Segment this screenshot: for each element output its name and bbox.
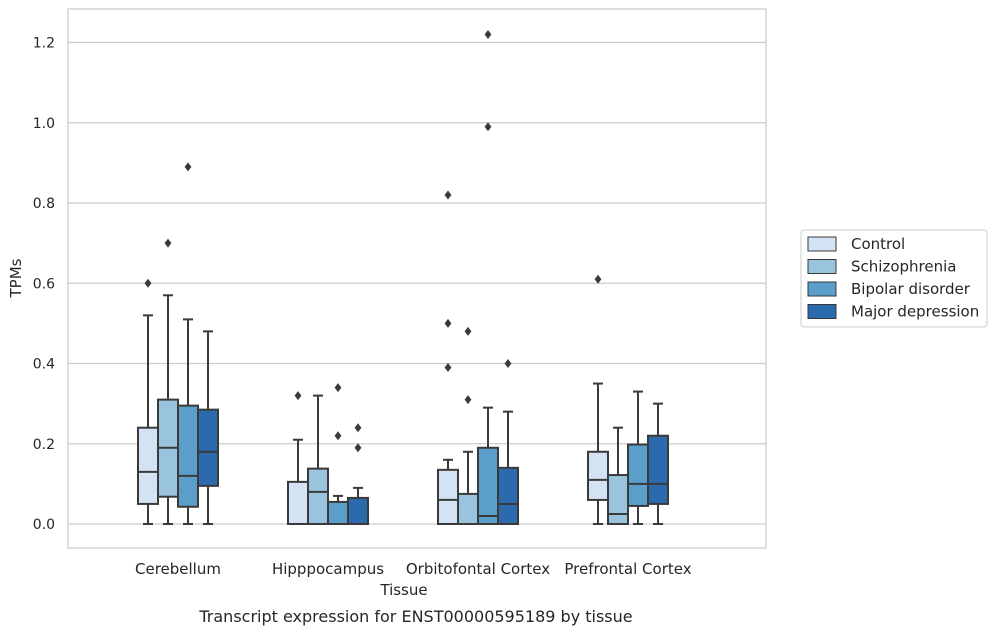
outlier-point xyxy=(184,162,192,172)
outlier-point xyxy=(464,395,472,405)
y-tick-label: 1.0 xyxy=(33,116,55,132)
y-axis-label: TPMs xyxy=(7,258,25,298)
box-iqr xyxy=(287,480,309,525)
box-plot-group xyxy=(307,394,329,526)
outlier-point xyxy=(444,363,452,373)
box-plot-group xyxy=(137,278,159,525)
legend: Control Schizophrenia Bipolar disorder Majo… xyxy=(800,229,988,328)
box-plot-group xyxy=(347,423,369,526)
outlier-point xyxy=(444,190,452,200)
box-plot-group xyxy=(607,426,629,525)
box-plot-group xyxy=(177,162,199,525)
y-tick-label: 0.2 xyxy=(33,437,55,453)
box-iqr xyxy=(607,474,629,525)
x-tick-label: Hipppocampus xyxy=(272,560,384,578)
legend-swatch xyxy=(807,259,837,274)
box-iqr xyxy=(437,468,459,525)
box-iqr xyxy=(347,496,369,526)
box-iqr xyxy=(327,500,349,525)
box-iqr xyxy=(587,450,609,501)
outlier-point xyxy=(144,278,152,288)
box-plot-group xyxy=(457,326,479,525)
box-iqr xyxy=(627,443,649,507)
y-tick-label: 0.8 xyxy=(33,196,55,212)
box-plot-group xyxy=(587,274,609,525)
box-plot-group xyxy=(497,359,519,526)
legend-label: Major depression xyxy=(851,303,979,321)
y-tick-label: 0.4 xyxy=(33,357,55,373)
outlier-point xyxy=(334,383,342,393)
outlier-point xyxy=(354,443,362,453)
outlier-point xyxy=(464,326,472,336)
box-plot-group xyxy=(197,330,219,525)
legend-label: Bipolar disorder xyxy=(851,280,971,298)
box-plot-group xyxy=(647,402,669,525)
outlier-point xyxy=(484,122,492,132)
box-iqr xyxy=(477,446,499,526)
chart-caption: Transcript expression for ENST0000059518… xyxy=(198,607,632,626)
legend-swatch xyxy=(807,236,837,252)
box-iqr xyxy=(457,492,479,525)
box-plot-group xyxy=(327,383,349,525)
x-tick-label: Cerebellum xyxy=(135,560,221,578)
outlier-point xyxy=(164,238,172,248)
y-tick-labels: 0.0 0.2 0.4 0.6 0.8 1.0 1.2 xyxy=(33,36,55,534)
x-tick-label: Orbitofontal Cortex xyxy=(406,560,550,578)
x-axis-label: Tissue xyxy=(379,581,427,599)
legend-swatch xyxy=(807,304,837,319)
legend-label: Control xyxy=(851,235,905,253)
legend-label: Schizophrenia xyxy=(851,258,956,276)
box-iqr xyxy=(647,434,669,505)
outlier-point xyxy=(594,274,602,284)
box-iqr xyxy=(307,467,329,526)
y-tick-label: 1.2 xyxy=(33,36,55,52)
box-iqr xyxy=(177,404,199,508)
plot-frame xyxy=(67,8,767,549)
outlier-point xyxy=(444,318,452,328)
outlier-point xyxy=(354,423,362,433)
boxes-layer xyxy=(137,29,669,526)
box-plot-group xyxy=(287,391,309,525)
y-tick-label: 0.0 xyxy=(33,517,55,533)
box-iqr xyxy=(497,466,519,526)
box-plot-group xyxy=(157,238,179,525)
box-iqr xyxy=(137,426,159,505)
x-tick-label: Prefrontal Cortex xyxy=(564,560,691,578)
y-tick-label: 0.6 xyxy=(33,276,55,292)
box-plot-group xyxy=(437,190,459,525)
outlier-point xyxy=(294,391,302,401)
outlier-point xyxy=(484,29,492,39)
box-plot-group xyxy=(477,29,499,526)
legend-frame xyxy=(800,229,988,328)
box-plot-group xyxy=(627,390,649,525)
outlier-point xyxy=(504,359,512,368)
outlier-point xyxy=(334,431,342,441)
x-tick-labels: Cerebellum Hipppocampus Orbitofontal Corte… xyxy=(135,560,692,578)
box-iqr xyxy=(197,408,219,487)
legend-swatch xyxy=(807,281,837,297)
